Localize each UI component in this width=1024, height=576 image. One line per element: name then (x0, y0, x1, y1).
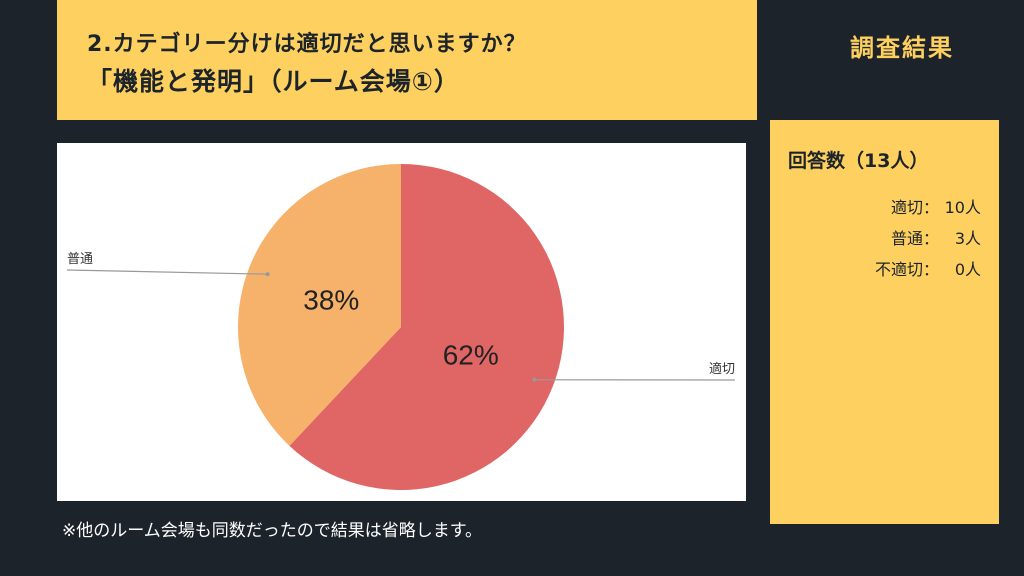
answer-label: 適切： (890, 198, 939, 217)
answer-row-inappropriate: 不適切： 0人 (875, 256, 981, 280)
answer-label: 普通： (890, 229, 939, 248)
pie-slice-1 (289, 164, 564, 491)
pie-chart-panel: 62% 適切 38% 普通 (57, 143, 746, 501)
slice-percent-label: 38% (303, 284, 359, 315)
answer-panel: 回答数（13人） 適切： 10人 普通： 3人 不適切： 0人 (770, 120, 999, 524)
callout-dot (532, 377, 537, 382)
question-subtitle: 「機能と発明」（ルーム会場①） (87, 67, 460, 96)
pie-chart: 62% 適切 38% 普通 (66, 164, 736, 491)
answer-count-title: 回答数（13人） (788, 150, 929, 172)
answer-value: 3人 (954, 229, 981, 248)
callout-line (66, 269, 268, 275)
section-label: 調査結果 (850, 34, 954, 62)
pie-slice-2 (238, 164, 401, 446)
answer-label: 不適切： (874, 260, 939, 279)
answer-value: 10人 (944, 198, 981, 217)
answer-value: 0人 (954, 260, 981, 279)
footnote: ※他のルーム会場も同数だったので結果は省略します。 (62, 521, 483, 541)
slice-percent-label: 62% (443, 340, 499, 371)
slice-name-label: 適切 (709, 361, 735, 377)
title-banner: 2.カテゴリー分けは適切だと思いますか？ 「機能と発明」（ルーム会場①） (57, 0, 757, 120)
question-text: 2.カテゴリー分けは適切だと思いますか？ (87, 32, 527, 57)
answer-row-appropriate: 適切： 10人 (891, 194, 981, 218)
answer-row-normal: 普通： 3人 (891, 225, 981, 249)
callout-dot (265, 272, 270, 277)
slice-name-label: 普通 (67, 252, 93, 267)
